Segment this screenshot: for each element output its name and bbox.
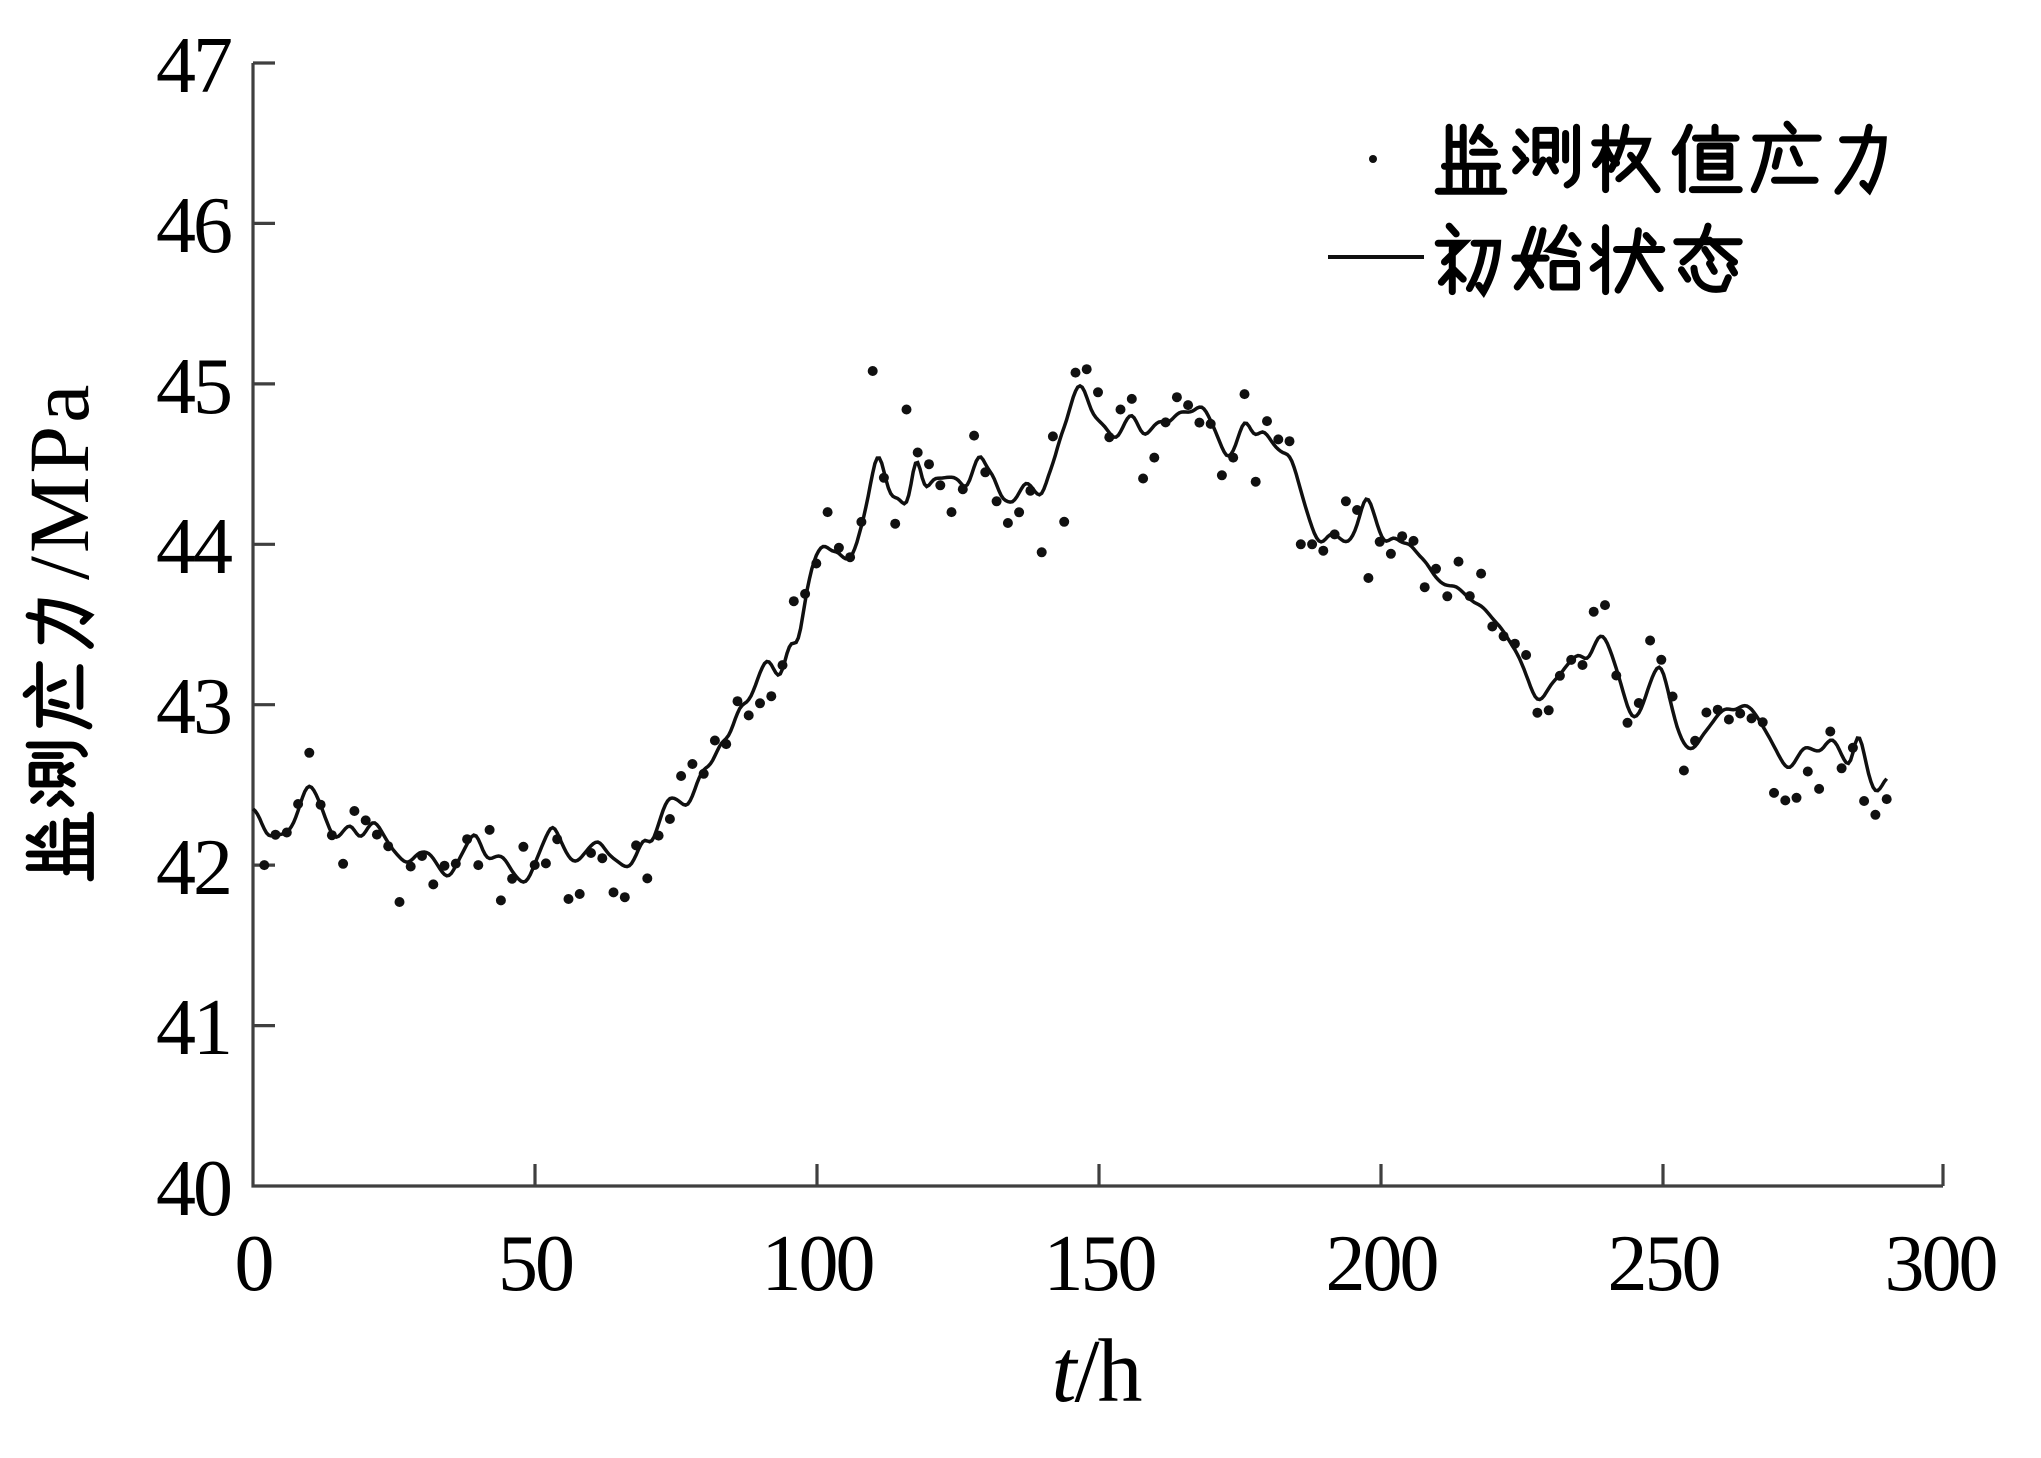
svg-text:/MPa: /MPa	[11, 382, 107, 580]
svg-text:45: 45	[156, 343, 230, 431]
svg-text:43: 43	[156, 663, 230, 751]
svg-text:46: 46	[156, 182, 231, 270]
svg-text:0: 0	[235, 1220, 272, 1308]
svg-text:41: 41	[156, 984, 230, 1072]
svg-text:50: 50	[498, 1220, 572, 1308]
svg-text:44: 44	[156, 503, 232, 591]
svg-text:150: 150	[1044, 1220, 1155, 1308]
svg-text:250: 250	[1608, 1220, 1719, 1308]
svg-text:200: 200	[1326, 1220, 1437, 1308]
svg-text:42: 42	[156, 824, 230, 912]
svg-text:40: 40	[156, 1145, 230, 1233]
svg-text:300: 300	[1885, 1220, 1996, 1308]
svg-text:100: 100	[762, 1220, 873, 1308]
svg-text:t/h: t/h	[1051, 1322, 1141, 1421]
svg-text:47: 47	[156, 22, 231, 110]
